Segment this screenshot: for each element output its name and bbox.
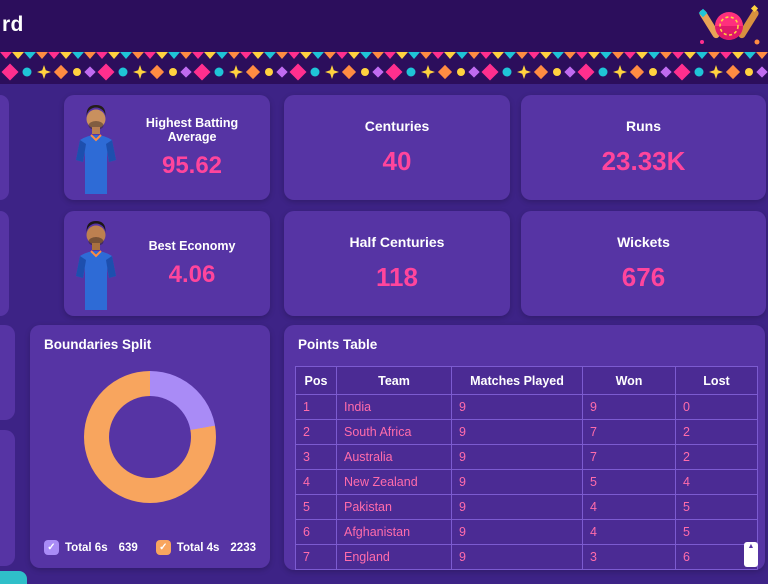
- table-cell: 6: [296, 520, 336, 544]
- stat-card-half-centuries: Half Centuries 118: [284, 211, 510, 316]
- stat-value: 4.06: [168, 260, 216, 288]
- partial-card: [0, 95, 9, 200]
- partial-card: [0, 430, 15, 566]
- stat-card-wickets: Wickets 676: [521, 211, 766, 316]
- stat-label: Runs: [626, 118, 661, 134]
- table-cell: 5: [676, 495, 757, 519]
- table-cell: Australia: [337, 445, 451, 469]
- stat-label: Centuries: [364, 118, 430, 134]
- table-cell: 3: [296, 445, 336, 469]
- partial-card: [0, 211, 9, 316]
- stat-value: 40: [382, 146, 412, 176]
- stat-card-centuries: Centuries 40: [284, 95, 510, 200]
- checkbox-checked-icon[interactable]: ✓: [155, 540, 171, 555]
- legend-value: 2233: [230, 541, 256, 554]
- table-cell: 7: [583, 445, 675, 469]
- table-cell: 9: [452, 545, 582, 569]
- table-cell: 0: [676, 395, 757, 419]
- table-cell: 5: [676, 520, 757, 544]
- legend-item-total-4s[interactable]: ✓ Total 4s 2233: [155, 540, 256, 555]
- festive-border-decoration: [0, 52, 768, 84]
- app-header: rd: [0, 0, 768, 52]
- stat-card-runs: Runs 23.33K: [521, 95, 766, 200]
- column-header-won: Won: [583, 367, 675, 394]
- column-header-lost: Lost: [676, 367, 757, 394]
- checkbox-checked-icon[interactable]: ✓: [44, 540, 59, 555]
- points-table-card: Points Table Pos Team Matches Played Won…: [284, 325, 765, 570]
- boundaries-donut: [84, 371, 216, 503]
- tournament-logo-icon: [698, 4, 760, 45]
- table-cell: 1: [296, 395, 336, 419]
- scroll-up-icon[interactable]: ▲: [747, 543, 755, 550]
- table-cell: 9: [452, 420, 582, 444]
- table-cell: 6: [676, 545, 757, 569]
- legend-value: 639: [118, 541, 138, 554]
- legend-item-total-6s[interactable]: ✓ Total 6s 639: [44, 540, 138, 555]
- table-cell: 9: [452, 395, 582, 419]
- stat-value: 118: [376, 262, 418, 292]
- column-header-team: Team: [337, 367, 451, 394]
- table-cell: Afghanistan: [337, 520, 451, 544]
- stat-label: Wickets: [617, 234, 670, 250]
- table-cell: 2: [296, 420, 336, 444]
- stat-card-highest-batting-average: Highest Batting Average 95.62: [64, 95, 270, 200]
- column-header-matches-played: Matches Played: [452, 367, 582, 394]
- table-cell: Pakistan: [337, 495, 451, 519]
- points-table: Pos Team Matches Played Won Lost 1 India…: [295, 366, 758, 570]
- table-cell: 4: [583, 520, 675, 544]
- stat-value: 676: [621, 262, 666, 292]
- table-scrollbar[interactable]: ▲: [744, 542, 758, 567]
- table-cell: India: [337, 395, 451, 419]
- table-cell: 2: [676, 445, 757, 469]
- points-table-title: Points Table: [298, 337, 378, 352]
- table-cell: 7: [583, 420, 675, 444]
- stat-value: 23.33K: [601, 146, 686, 176]
- stat-label: Best Economy: [148, 238, 236, 253]
- table-cell: 9: [452, 470, 582, 494]
- legend-label: Total 4s: [176, 541, 220, 554]
- player-photo: [72, 102, 120, 194]
- boundaries-legend: ✓ Total 6s 639 ✓ Total 4s 2233: [44, 540, 256, 555]
- partial-card: [0, 325, 15, 420]
- partial-teal-element: [0, 571, 27, 584]
- table-cell: 2: [676, 420, 757, 444]
- column-header-pos: Pos: [296, 367, 336, 394]
- table-cell: 4: [583, 495, 675, 519]
- stat-label: Half Centuries: [349, 234, 445, 250]
- stat-value: 95.62: [161, 151, 223, 179]
- stat-card-best-economy: Best Economy 4.06: [64, 211, 270, 316]
- page-title: rd: [2, 13, 24, 36]
- boundaries-split-title: Boundaries Split: [44, 337, 152, 352]
- table-cell: 9: [452, 495, 582, 519]
- player-photo: [72, 218, 120, 310]
- table-cell: 9: [583, 395, 675, 419]
- table-cell: South Africa: [337, 420, 451, 444]
- table-cell: 7: [296, 545, 336, 569]
- table-cell: 3: [583, 545, 675, 569]
- stat-label: Highest Batting Average: [145, 115, 239, 144]
- table-cell: 9: [452, 445, 582, 469]
- boundaries-split-card: Boundaries Split ✓ Total 6s 639 ✓ Total …: [30, 325, 270, 568]
- table-cell: 9: [452, 520, 582, 544]
- table-cell: New Zealand: [337, 470, 451, 494]
- legend-label: Total 6s: [65, 541, 108, 554]
- table-cell: 4: [676, 470, 757, 494]
- table-cell: 5: [296, 495, 336, 519]
- table-cell: England: [337, 545, 451, 569]
- table-cell: 4: [296, 470, 336, 494]
- table-cell: 5: [583, 470, 675, 494]
